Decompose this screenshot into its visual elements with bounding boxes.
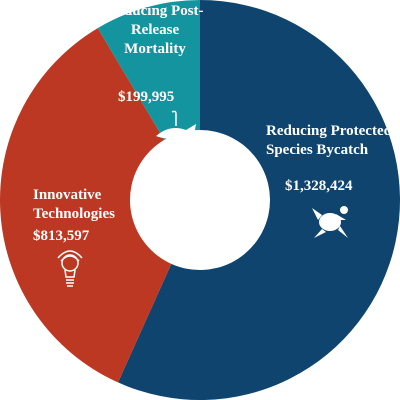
- value-label: $1,328,424: [285, 178, 353, 194]
- slice: [0, 28, 172, 383]
- icons: [57, 110, 348, 287]
- turtle-icon: [312, 206, 348, 238]
- slice-label: Reducing Protected Species Bycatch: [266, 123, 392, 158]
- slice-label: Innovative Technologies: [33, 187, 115, 222]
- bulb-icon: [57, 250, 83, 287]
- fish-icon: [156, 110, 196, 139]
- value-label: $199,995: [118, 89, 175, 105]
- slice: [97, 0, 200, 140]
- slice-label: Reducing Post-Release Mortality: [106, 3, 204, 57]
- slice: [118, 0, 400, 400]
- value-label: $813,597: [33, 228, 90, 244]
